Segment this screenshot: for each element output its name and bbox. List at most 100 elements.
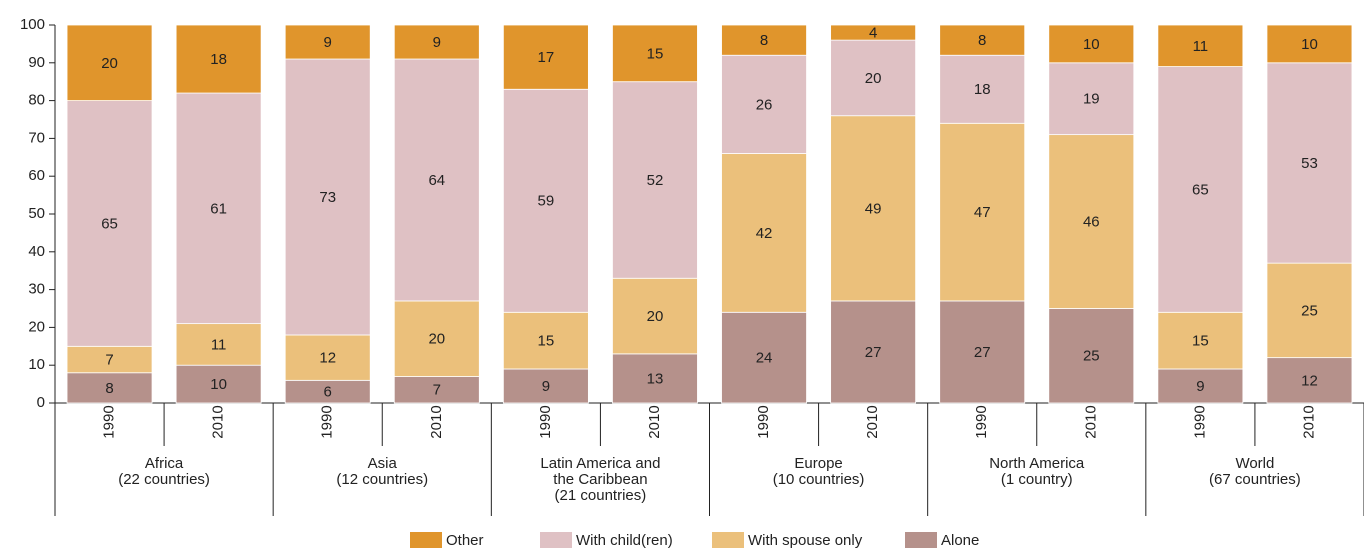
value-label: 9	[433, 34, 441, 51]
bar-segment	[1157, 66, 1244, 313]
bar-segment	[612, 353, 698, 404]
y-tick-label: 60	[28, 167, 45, 184]
bar-segment	[1048, 62, 1135, 136]
value-label: 27	[865, 344, 882, 361]
legend-label: With spouse only	[748, 532, 863, 549]
group-label: (12 countries)	[336, 471, 428, 488]
value-label: 64	[428, 172, 445, 189]
value-label: 46	[1083, 214, 1100, 231]
y-tick-label: 50	[28, 205, 45, 222]
value-label: 8	[978, 32, 986, 49]
value-label: 42	[756, 225, 773, 242]
legend-label: Other	[446, 532, 484, 549]
value-label: 47	[974, 204, 991, 221]
x-tick-label: 1990	[101, 405, 118, 438]
group-label: the Caribbean	[553, 471, 647, 488]
group-label: Africa	[145, 455, 184, 472]
value-label: 13	[647, 370, 664, 387]
value-label: 9	[542, 378, 550, 395]
legend-label: Alone	[941, 532, 979, 549]
value-label: 20	[647, 308, 664, 325]
x-tick-label: 1990	[755, 405, 772, 438]
y-tick-label: 90	[28, 54, 45, 71]
bar-segment	[1048, 134, 1135, 309]
bar-segment	[66, 372, 153, 404]
bar-segment	[939, 300, 1026, 404]
group-label: (1 country)	[1001, 471, 1073, 488]
bar-segment	[1157, 24, 1244, 67]
bar-segment	[393, 24, 480, 60]
bar-segment	[502, 311, 589, 370]
bar-segment	[393, 376, 480, 404]
legend-swatch	[712, 532, 744, 548]
bar-segment	[502, 368, 589, 404]
value-label: 10	[1301, 36, 1318, 53]
x-tick-label: 1990	[1191, 405, 1208, 438]
value-label: 52	[647, 172, 664, 189]
value-label: 61	[210, 200, 227, 217]
bar-segment	[284, 334, 371, 381]
x-tick-label: 2010	[428, 405, 445, 438]
bar-segment	[284, 24, 371, 60]
value-label: 7	[105, 351, 113, 368]
value-label: 25	[1301, 302, 1318, 319]
value-label: 18	[210, 51, 227, 68]
bar-segment	[612, 81, 698, 279]
value-label: 59	[538, 193, 555, 210]
value-label: 73	[319, 189, 336, 206]
value-label: 27	[974, 344, 991, 361]
y-tick-label: 30	[28, 281, 45, 298]
bar-segment	[1266, 24, 1353, 64]
bar-segment	[66, 100, 153, 347]
bar-segment	[721, 153, 807, 313]
bar-segment	[721, 24, 807, 56]
value-label: 49	[865, 200, 882, 217]
value-label: 9	[324, 34, 332, 51]
value-label: 10	[210, 376, 227, 393]
x-tick-label: 1990	[537, 405, 554, 438]
value-label: 12	[319, 350, 336, 367]
value-label: 15	[538, 333, 555, 350]
y-tick-label: 10	[28, 356, 45, 373]
value-label: 20	[428, 331, 445, 348]
value-label: 26	[756, 96, 773, 113]
legend-label: With child(ren)	[576, 532, 673, 549]
group-label: North America	[989, 455, 1085, 472]
bar-segment	[1157, 368, 1244, 404]
bar-segment	[939, 54, 1026, 124]
group-label: (22 countries)	[118, 471, 210, 488]
bar-segment	[175, 364, 262, 404]
value-label: 9	[1196, 378, 1204, 395]
group-label: Asia	[368, 455, 398, 472]
x-tick-label: 1990	[973, 405, 990, 438]
bar-segment	[830, 24, 917, 41]
bar-segment	[612, 24, 698, 83]
bar-segment	[830, 300, 917, 404]
x-tick-label: 2010	[210, 405, 227, 438]
value-label: 19	[1083, 91, 1100, 108]
y-tick-label: 100	[20, 16, 45, 33]
bar-segment	[1266, 357, 1353, 404]
y-tick-label: 80	[28, 92, 45, 109]
value-label: 10	[1083, 36, 1100, 53]
y-tick-label: 40	[28, 243, 45, 260]
y-tick-label: 70	[28, 129, 45, 146]
bar-segment	[284, 58, 371, 336]
value-label: 65	[101, 215, 118, 232]
value-label: 20	[101, 55, 118, 72]
x-tick-label: 2010	[646, 405, 663, 438]
y-tick-label: 20	[28, 318, 45, 335]
value-label: 20	[865, 70, 882, 87]
value-label: 25	[1083, 348, 1100, 365]
bar-segment	[939, 122, 1026, 302]
x-tick-label: 2010	[1082, 405, 1099, 438]
bar-segment	[1266, 62, 1353, 264]
value-label: 65	[1192, 181, 1209, 198]
value-label: 11	[211, 336, 227, 353]
group-label: (10 countries)	[773, 471, 865, 488]
value-label: 11	[1193, 38, 1209, 55]
value-label: 7	[433, 382, 441, 399]
bar-segment	[66, 24, 153, 101]
x-tick-label: 2010	[1300, 405, 1317, 438]
